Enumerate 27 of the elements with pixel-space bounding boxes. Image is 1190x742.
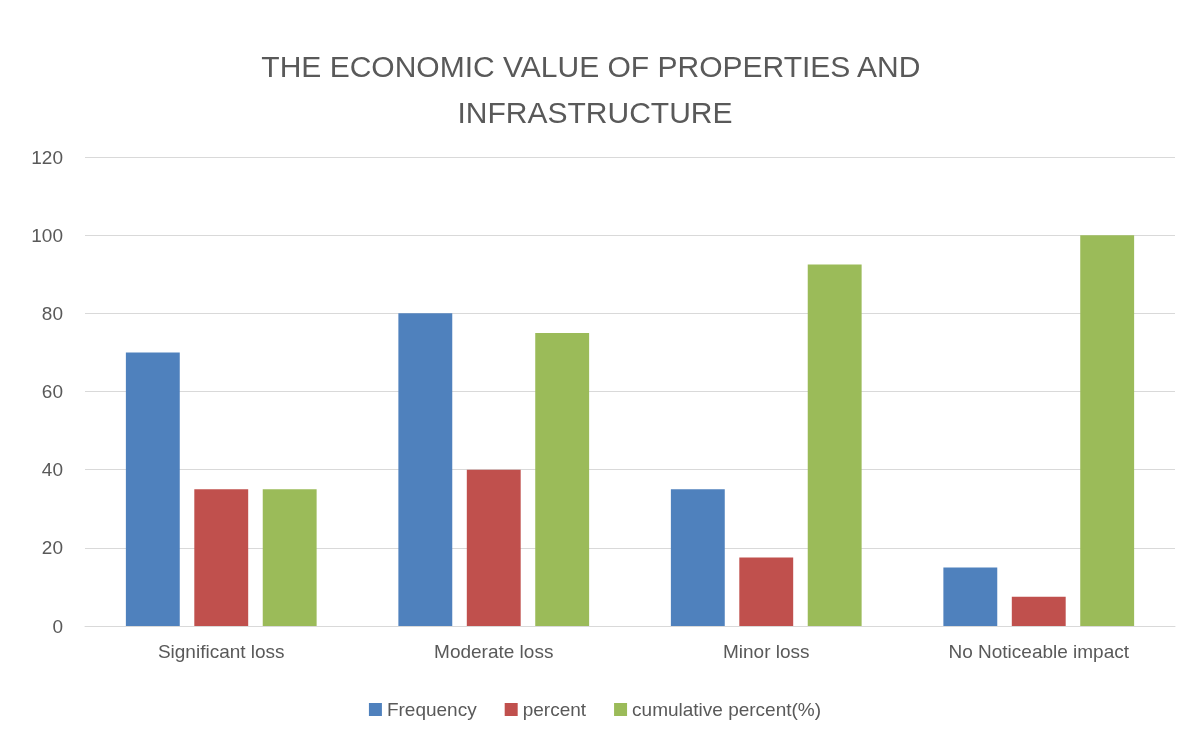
bar [125, 352, 180, 626]
bar [807, 264, 862, 626]
x-tick-label: No Noticeable impact [948, 641, 1130, 662]
legend-label: Frequency [386, 699, 478, 720]
y-tick-label: 80 [41, 302, 63, 324]
x-tick-label: Significant loss [157, 641, 285, 662]
bar [739, 557, 794, 626]
y-tick-label: 40 [41, 459, 63, 481]
x-tick-label: Moderate loss [434, 641, 554, 662]
y-tick-label: 20 [41, 537, 63, 559]
bar [1011, 596, 1066, 626]
y-tick-label: 0 [52, 615, 63, 637]
bar [466, 469, 521, 626]
bar [262, 489, 317, 626]
bar [194, 489, 249, 626]
bar [535, 332, 590, 626]
bar [943, 567, 998, 626]
bar [398, 313, 453, 626]
bar [1080, 235, 1135, 626]
legend-label: cumulative percent(%) [632, 699, 822, 720]
y-tick-label: 100 [31, 224, 63, 246]
y-tick-label: 120 [31, 146, 63, 168]
y-tick-label: 60 [41, 381, 63, 402]
bar [670, 489, 725, 626]
x-tick-label: Minor loss [722, 641, 810, 662]
legend-label: percent [522, 699, 587, 720]
chart-title: THE ECONOMIC VALUE OF PROPERTIES AND INFRASTRUCTURE [261, 49, 929, 129]
